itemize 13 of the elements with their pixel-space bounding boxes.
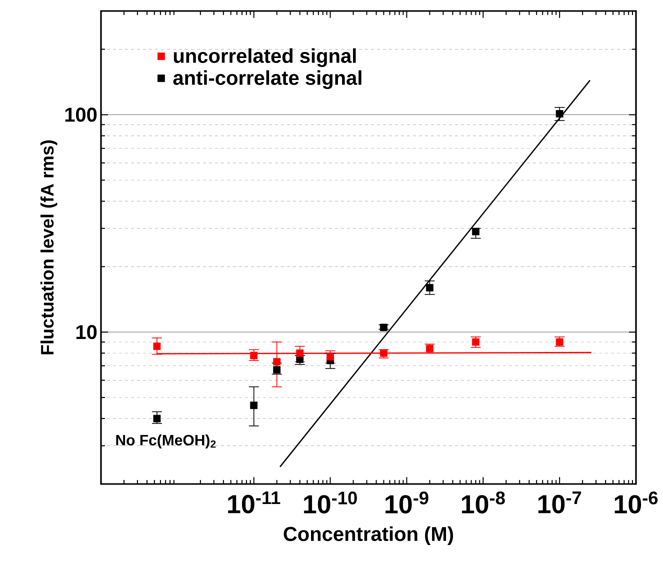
x-tick-label: 10$^{-9}$ [386, 492, 428, 514]
x-tick-label: 10$^{-6}$ [614, 492, 658, 514]
y-tick-label: 10 [76, 324, 97, 340]
x-tick-label: 10$^{-7}$ [538, 492, 582, 514]
annotation: No Fc(MeOH)$_{2}$ [116, 434, 216, 448]
x-tick-label: 10$^{-8}$ [462, 492, 505, 514]
y-axis-title: Fluctuation level (fA rms) [40, 140, 58, 354]
x-axis-title: Concentration (M) [284, 526, 454, 546]
legend-label: anti-correlate signal [173, 70, 362, 90]
x-tick-label: 10$^{-11}$ [228, 492, 280, 514]
y-tick-label: 100 [65, 108, 97, 122]
x-tick-label: 10$^{-10}$ [304, 492, 357, 514]
legend-label: uncorrelated signal [174, 48, 356, 68]
